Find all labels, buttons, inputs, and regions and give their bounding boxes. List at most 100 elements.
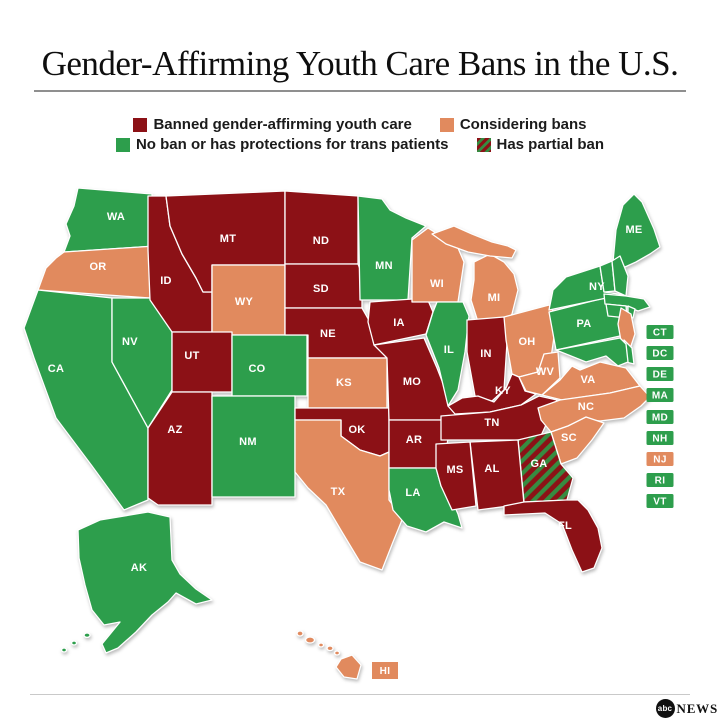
small-state-badge-MA: MA xyxy=(646,388,674,402)
state-label-NV: NV xyxy=(122,336,138,348)
state-label-OH: OH xyxy=(518,336,535,348)
state-TN xyxy=(440,395,558,441)
state-label-WI: WI xyxy=(430,278,444,290)
legend-swatch-partial xyxy=(476,137,491,152)
state-label-MN: MN xyxy=(375,260,393,272)
state-label-IL: IL xyxy=(444,344,454,356)
small-state-badge-VT: VT xyxy=(646,494,674,508)
state-label-OR: OR xyxy=(89,261,106,273)
small-state-badge-DE: DE xyxy=(646,367,674,381)
svg-text:NJ: NJ xyxy=(653,455,667,466)
legend-label: Banned gender-affirming youth care xyxy=(153,116,412,133)
small-state-badge-NH: NH xyxy=(646,431,674,445)
state-label-MT: MT xyxy=(220,233,236,245)
state-label-UT: UT xyxy=(184,350,199,362)
state-label-MS: MS xyxy=(446,464,463,476)
state-AK xyxy=(83,632,91,638)
state-AK xyxy=(77,511,213,654)
svg-text:MA: MA xyxy=(652,391,668,402)
state-label-NY: NY xyxy=(589,281,605,293)
state-UT xyxy=(171,331,233,393)
legend-swatch-none xyxy=(115,137,130,152)
svg-text:NH: NH xyxy=(652,434,667,445)
legend-swatch-banned xyxy=(133,117,148,132)
state-label-SD: SD xyxy=(313,283,329,295)
state-NM xyxy=(211,395,296,498)
state-label-FL: FL xyxy=(558,520,572,532)
state-IL xyxy=(425,301,470,407)
footer-divider xyxy=(30,694,690,695)
state-label-PA: PA xyxy=(576,318,591,330)
state-label-TX: TX xyxy=(331,486,346,498)
abc-news-logo: abc NEWS xyxy=(655,699,719,718)
small-state-badge-RI: RI xyxy=(646,473,674,487)
small-state-badge-NJ: NJ xyxy=(646,452,674,466)
state-label-ME: ME xyxy=(625,224,642,236)
svg-text:VT: VT xyxy=(653,497,667,508)
state-label-NE: NE xyxy=(320,328,336,340)
legend-item-banned: Banned gender-affirming youth care xyxy=(133,116,412,133)
state-label-MI: MI xyxy=(488,292,501,304)
small-state-badge-MD: MD xyxy=(646,410,674,424)
state-label-MO: MO xyxy=(403,376,421,388)
svg-text:DE: DE xyxy=(653,370,668,381)
state-MN xyxy=(357,195,427,301)
state-HI xyxy=(317,642,325,648)
state-AZ xyxy=(147,391,213,506)
state-label-KY: KY xyxy=(495,385,511,397)
state-SC xyxy=(550,416,605,465)
state-label-NC: NC xyxy=(578,401,595,413)
svg-text:MD: MD xyxy=(652,413,668,424)
state-HI xyxy=(326,645,334,652)
state-label-AR: AR xyxy=(406,434,423,446)
state-label-OK: OK xyxy=(348,424,365,436)
state-ND xyxy=(284,190,359,265)
state-label-WA: WA xyxy=(107,211,125,223)
state-MS xyxy=(435,441,477,511)
state-FL xyxy=(503,499,603,573)
state-label-IN: IN xyxy=(480,348,492,360)
svg-text:CT: CT xyxy=(653,328,667,339)
small-state-badge-CT: CT xyxy=(646,325,674,339)
state-MI xyxy=(470,253,519,323)
state-label-AL: AL xyxy=(484,463,499,475)
state-label-ND: ND xyxy=(313,235,330,247)
state-label-CO: CO xyxy=(248,363,265,375)
legend-row-2: No ban or has protections for trans pati… xyxy=(0,136,720,153)
news-wordmark: NEWS xyxy=(676,700,718,716)
legend-label: Has partial ban xyxy=(496,136,605,153)
state-label-NM: NM xyxy=(239,436,257,448)
legend-item-none: No ban or has protections for trans pati… xyxy=(115,136,449,153)
legend-swatch-considering xyxy=(439,117,454,132)
legend-label: No ban or has protections for trans pati… xyxy=(135,136,449,153)
state-ME xyxy=(612,193,661,268)
state-AK xyxy=(60,647,68,653)
abc-logo-text: abc xyxy=(657,704,673,713)
state-label-WY: WY xyxy=(235,296,254,308)
state-label-AZ: AZ xyxy=(167,424,182,436)
state-CO xyxy=(231,334,308,397)
page-title: Gender-Affirming Youth Care Bans in the … xyxy=(41,44,679,83)
state-WV xyxy=(518,351,561,396)
state-label-IA: IA xyxy=(393,317,405,329)
state-HI xyxy=(333,650,341,656)
state-HI xyxy=(296,630,304,637)
small-state-badge-DC: DC xyxy=(646,346,674,360)
state-label-AK: AK xyxy=(131,562,148,574)
state-label-CA: CA xyxy=(48,363,65,375)
state-HI xyxy=(335,654,362,680)
legend: Banned gender-affirming youth care Consid… xyxy=(0,116,720,156)
state-label-SC: SC xyxy=(561,432,577,444)
state-label-TN: TN xyxy=(484,417,499,429)
state-label-VA: VA xyxy=(580,374,595,386)
state-label-KS: KS xyxy=(336,377,352,389)
svg-text:RI: RI xyxy=(655,476,666,487)
svg-text:DC: DC xyxy=(652,349,667,360)
hawaii-badge: HI xyxy=(372,662,398,679)
state-MD xyxy=(555,337,629,367)
state-label-LA: LA xyxy=(405,487,420,499)
title-underline xyxy=(34,90,686,92)
state-AK xyxy=(70,640,78,646)
state-label-WV: WV xyxy=(536,366,555,378)
